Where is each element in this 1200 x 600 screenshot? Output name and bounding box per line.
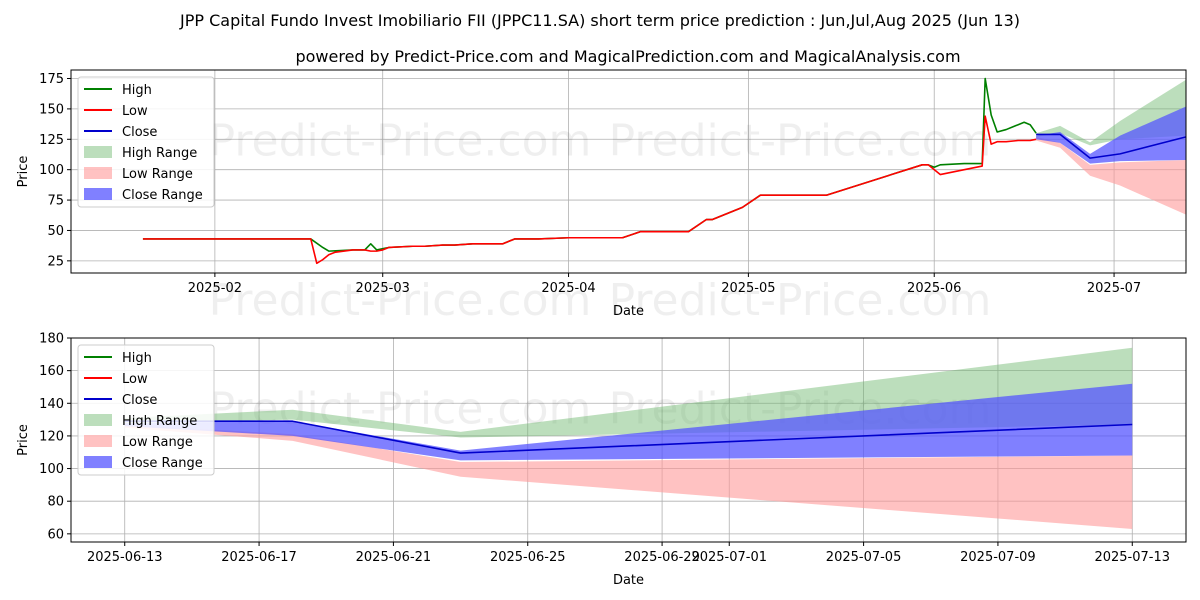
watermark: Predict-Price.com xyxy=(609,275,992,326)
legend-swatch-high-range xyxy=(84,414,112,426)
x-tick-label: 2025-06-25 xyxy=(490,550,566,565)
legend-label: High xyxy=(122,351,152,366)
x-tick-label: 2025-07-01 xyxy=(691,550,767,565)
legend-label: High Range xyxy=(122,146,197,161)
close-range-band xyxy=(124,383,1133,461)
legend-label: Close xyxy=(122,393,157,408)
y-tick-label: 100 xyxy=(39,163,64,178)
x-tick-label: 2025-02 xyxy=(188,281,242,296)
watermark: Predict-Price.com xyxy=(209,115,592,166)
y-tick-label: 125 xyxy=(39,133,64,148)
legend-label: Low Range xyxy=(122,435,193,450)
legend-swatch-high-range xyxy=(84,146,112,158)
y-tick-label: 175 xyxy=(39,72,64,87)
x-tick-label: 2025-06-21 xyxy=(356,550,432,565)
x-tick-label: 2025-06-29 xyxy=(624,550,700,565)
legend-swatch-close-range xyxy=(84,456,112,468)
x-tick-label: 2025-05 xyxy=(721,281,775,296)
x-axis-label: Date xyxy=(613,573,644,588)
x-tick-label: 2025-07-13 xyxy=(1094,550,1170,565)
y-tick-label: 25 xyxy=(47,254,64,269)
y-tick-label: 160 xyxy=(39,364,64,379)
y-axis-label: Price xyxy=(16,156,31,188)
y-axis-label: Price xyxy=(16,424,31,456)
x-tick-label: 2025-03 xyxy=(356,281,410,296)
legend-label: High xyxy=(122,83,152,98)
x-tick-label: 2025-06 xyxy=(907,281,961,296)
legend-label: High Range xyxy=(122,414,197,429)
axes-frame xyxy=(70,69,1187,274)
bottom-panel: Predict-Price.com Predict-Price.com2025-0… xyxy=(16,332,1187,588)
legend-swatch-close-range xyxy=(84,188,112,200)
x-tick-label: 2025-04 xyxy=(541,281,595,296)
legend-label: Close Range xyxy=(122,188,203,203)
legend-label: Low xyxy=(122,372,148,387)
axes-frame xyxy=(70,337,1187,543)
x-tick-label: 2025-07-05 xyxy=(826,550,902,565)
x-tick-label: 2025-06-17 xyxy=(221,550,297,565)
legend-swatch-low-range xyxy=(84,435,112,447)
low-range-band xyxy=(1036,136,1186,215)
chart-title: JPP Capital Fundo Invest Imobiliario FII… xyxy=(179,11,1020,30)
y-tick-label: 120 xyxy=(39,429,64,444)
chart-subtitle: powered by Predict-Price.com and Magical… xyxy=(295,47,960,66)
close-series-line xyxy=(1036,133,1187,159)
low-series-line xyxy=(142,115,1037,265)
y-tick-label: 60 xyxy=(47,527,64,542)
y-tick-label: 140 xyxy=(39,397,64,412)
low-range-band xyxy=(124,424,1133,529)
y-tick-label: 75 xyxy=(47,194,64,209)
legend-label: Close xyxy=(122,125,157,140)
y-tick-label: 80 xyxy=(47,495,64,510)
watermark: Predict-Price.com xyxy=(209,275,592,326)
legend-label: Low xyxy=(122,104,148,119)
x-tick-label: 2025-06-13 xyxy=(87,550,163,565)
y-tick-label: 150 xyxy=(39,102,64,117)
legend-swatch-low-range xyxy=(84,167,112,179)
x-tick-label: 2025-07-09 xyxy=(960,550,1036,565)
y-tick-label: 100 xyxy=(39,462,64,477)
legend-label: Low Range xyxy=(122,167,193,182)
close-range-band xyxy=(1036,106,1186,164)
x-tick-label: 2025-07 xyxy=(1087,281,1141,296)
y-tick-label: 180 xyxy=(39,332,64,347)
watermark: Predict-Price.com xyxy=(609,115,992,166)
top-panel: Predict-Price.com Predict-Price.com Predic… xyxy=(16,69,1187,326)
y-tick-label: 50 xyxy=(47,224,64,239)
legend-label: Close Range xyxy=(122,456,203,471)
x-axis-label: Date xyxy=(613,304,644,319)
